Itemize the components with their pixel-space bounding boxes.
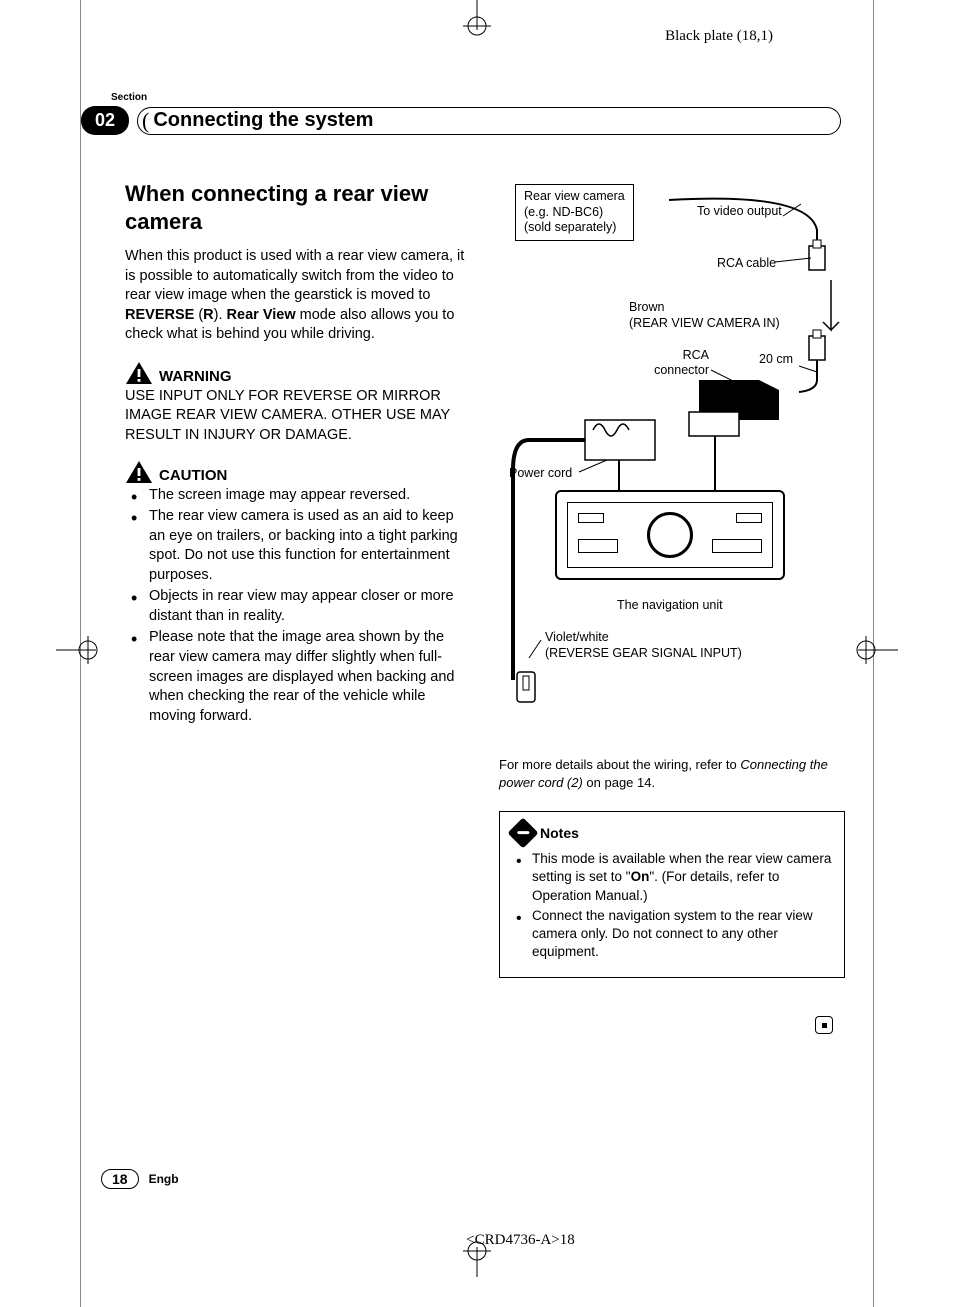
paren-close: ). bbox=[214, 307, 227, 323]
diagram-svg bbox=[499, 180, 845, 750]
warning-text: USE INPUT ONLY FOR REVERSE OR MIRROR IMA… bbox=[125, 387, 471, 446]
footnote-pre: For more details about the wiring, refer… bbox=[499, 757, 740, 772]
caution-item: The rear view camera is used as an aid t… bbox=[125, 507, 471, 585]
caution-item: Please note that the image area shown by… bbox=[125, 628, 471, 726]
page-number-badge: 18 bbox=[101, 1169, 139, 1189]
notes-header: Notes bbox=[512, 822, 832, 844]
footer: 18 Engb bbox=[101, 1169, 179, 1189]
intro-pre: When this product is used with a rear vi… bbox=[125, 248, 464, 303]
crop-mark-left-icon bbox=[56, 630, 106, 670]
diagram-footnote: For more details about the wiring, refer… bbox=[499, 756, 845, 791]
notes-item: This mode is available when the rear vie… bbox=[512, 850, 832, 905]
notes-label: Notes bbox=[540, 825, 579, 841]
caution-header: CAUTION bbox=[125, 460, 471, 484]
section-header: 02 ( Connecting the system bbox=[81, 106, 841, 135]
caution-label: CAUTION bbox=[159, 467, 227, 484]
footnote-post: on page 14. bbox=[583, 775, 655, 790]
intro-paragraph: When this product is used with a rear vi… bbox=[125, 247, 471, 345]
note1-bold: On bbox=[631, 869, 650, 884]
crop-mark-right-icon bbox=[848, 630, 898, 670]
rear-view-bold: Rear View bbox=[227, 307, 296, 323]
section-title: Connecting the system bbox=[153, 109, 373, 132]
right-column: Rear view camera (e.g. ND-BC6) (sold sep… bbox=[499, 180, 845, 978]
page-frame: Black plate (18,1) Section 02 ( Connecti… bbox=[80, 0, 874, 1307]
notes-list: This mode is available when the rear vie… bbox=[512, 850, 832, 961]
content-area: When connecting a rear view camera When … bbox=[125, 180, 845, 978]
paren-icon: ( bbox=[142, 110, 149, 132]
nav-unit-box bbox=[555, 490, 785, 580]
notes-box: Notes This mode is available when the re… bbox=[499, 811, 845, 978]
left-column: When connecting a rear view camera When … bbox=[125, 180, 471, 978]
crop-mark-top-icon bbox=[457, 0, 497, 40]
document-code: <CRD4736-A>18 bbox=[466, 1232, 575, 1249]
section-label: Section bbox=[111, 92, 147, 103]
notes-item: Connect the navigation system to the rea… bbox=[512, 907, 832, 962]
nav-unit-inner bbox=[567, 502, 773, 568]
plate-label: Black plate (18,1) bbox=[665, 28, 773, 45]
warning-header: WARNING bbox=[125, 361, 471, 385]
nav-port bbox=[578, 539, 618, 553]
reverse-r: R bbox=[203, 307, 213, 323]
nav-unit-gear-icon bbox=[647, 512, 693, 558]
end-section-icon bbox=[815, 1016, 833, 1034]
subsection-heading: When connecting a rear view camera bbox=[125, 180, 471, 235]
wiring-diagram: Rear view camera (e.g. ND-BC6) (sold sep… bbox=[499, 180, 845, 750]
notes-icon bbox=[507, 818, 538, 849]
section-title-box: ( Connecting the system bbox=[137, 107, 841, 135]
nav-port bbox=[578, 513, 604, 523]
caution-item: Objects in rear view may appear closer o… bbox=[125, 587, 471, 626]
section-number-badge: 02 bbox=[81, 106, 129, 135]
nav-port bbox=[712, 539, 762, 553]
warning-label: WARNING bbox=[159, 368, 232, 385]
reverse-bold: REVERSE bbox=[125, 307, 194, 323]
warning-icon bbox=[125, 361, 153, 385]
paren-open: ( bbox=[194, 307, 203, 323]
language-code: Engb bbox=[149, 1172, 179, 1186]
caution-item: The screen image may appear reversed. bbox=[125, 486, 471, 506]
caution-list: The screen image may appear reversed. Th… bbox=[125, 486, 471, 727]
caution-icon bbox=[125, 460, 153, 484]
nav-port bbox=[736, 513, 762, 523]
